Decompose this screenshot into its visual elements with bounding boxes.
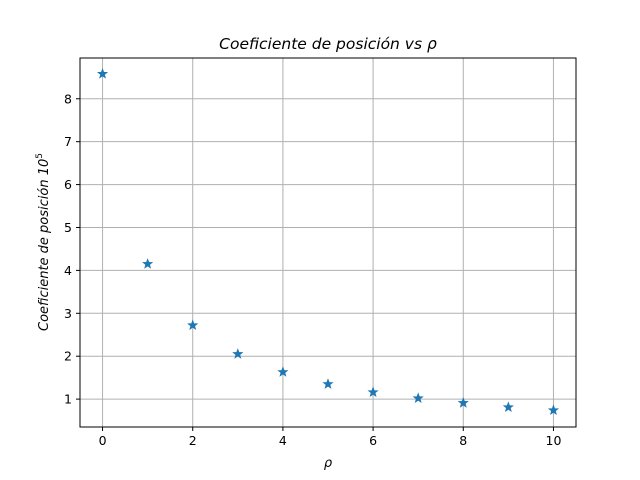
- y-tick-label: 8: [64, 91, 72, 106]
- x-axis-label: ρ: [324, 456, 333, 471]
- chart-title: Coeficiente de posición vs ρ: [219, 35, 437, 53]
- y-tick-label: 6: [64, 177, 72, 192]
- x-tick-label: 4: [279, 433, 287, 448]
- data-point: [142, 258, 154, 269]
- y-axis-label-exponent: 5: [35, 153, 45, 159]
- data-point: [367, 386, 379, 397]
- y-tick-label: 4: [64, 263, 72, 278]
- data-point: [322, 378, 334, 389]
- x-tick-label: 6: [369, 433, 377, 448]
- data-point: [232, 348, 244, 359]
- grid: [80, 58, 576, 427]
- y-axis-label-text: Coeficiente de posición 10: [37, 159, 52, 331]
- y-axis-label: Coeficiente de posición 105: [35, 153, 52, 331]
- axes-frame: [79, 57, 577, 428]
- x-tick-label: 8: [459, 433, 467, 448]
- data-point: [412, 392, 424, 403]
- y-tick-label: 3: [64, 306, 72, 321]
- data-point: [547, 404, 560, 416]
- data-point: [457, 397, 469, 408]
- x-tick-label: 0: [99, 433, 107, 448]
- data-point: [96, 68, 109, 79]
- x-tick-label: 2: [189, 433, 197, 448]
- y-tick-label: 1: [64, 392, 72, 407]
- y-tick-label: 2: [64, 349, 72, 364]
- data-points: [96, 68, 560, 416]
- plot-area: [80, 58, 576, 427]
- data-point: [502, 401, 514, 413]
- x-tick-label: 10: [546, 433, 562, 448]
- data-point: [187, 319, 199, 331]
- data-point: [277, 366, 289, 377]
- y-tick-label: 5: [64, 220, 72, 235]
- y-tick-label: 7: [64, 134, 72, 149]
